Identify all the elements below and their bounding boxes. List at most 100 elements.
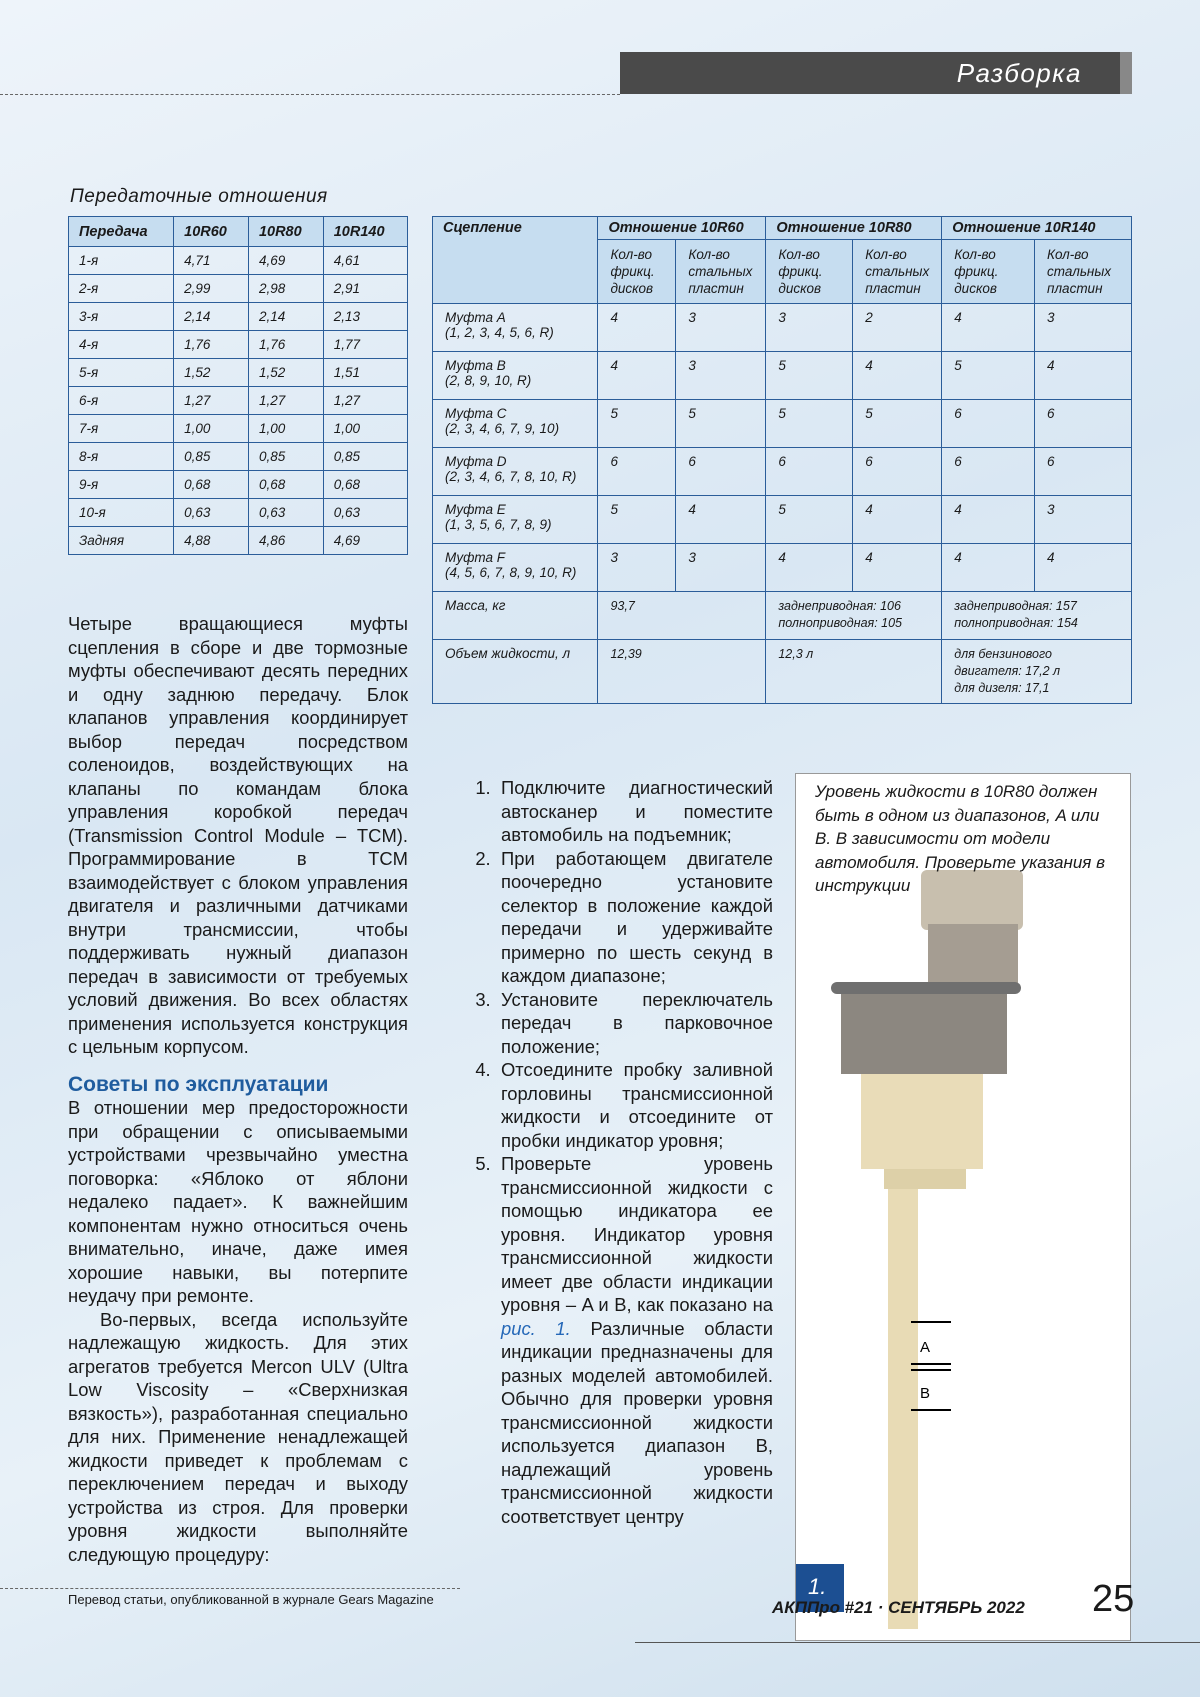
cell: 2,91 <box>322 274 409 303</box>
magazine: АКППро #21 · СЕНТЯБРЬ 2022 <box>772 1598 1025 1617</box>
clutch-name: Муфта C <box>445 406 507 421</box>
clutch-name: Муфта B <box>445 358 506 373</box>
rule <box>0 94 620 95</box>
cell: 6 <box>1034 399 1132 448</box>
step-text: Проверьте уровень трансмиссионной жидкос… <box>501 1152 773 1528</box>
cell: 5 <box>765 399 854 448</box>
header-cell: Отношение 10R80 <box>765 216 943 240</box>
cap-body <box>928 924 1018 988</box>
subheader-cell: Кол-во стальных пластин <box>852 239 943 304</box>
cell: 1,51 <box>322 358 409 387</box>
dipstick-image: A B <box>831 870 1023 1629</box>
cell: 4 <box>675 495 767 544</box>
row: Муфта D (2, 3, 4, 6, 7, 8, 10, R) 6 6 6 6 6 6 <box>431 447 1132 496</box>
cell: 3 <box>675 351 767 400</box>
cell: для бензинового двигателя: 17,2 л для дизе… <box>941 639 1132 704</box>
paragraph: Во-первых, всегда используйте надлежащую… <box>68 1308 408 1565</box>
step-number: 4. <box>475 1059 491 1080</box>
clutch-cell: Муфта F (4, 5, 6, 7, 8, 9, 10, R) <box>431 543 599 592</box>
cell: 1,77 <box>322 330 409 359</box>
row: 3-я 2,14 2,14 2,13 <box>67 302 409 331</box>
label-cell: Масса, кг <box>431 591 599 640</box>
cell: 6 <box>765 447 854 496</box>
subheader-cell: Кол-во фрикц. дисков <box>597 239 677 304</box>
header-cell: Сцепление <box>431 216 599 304</box>
cell: 6 <box>675 447 767 496</box>
cell-line: заднеприводная: 157 <box>954 599 1077 613</box>
cell: 12,39 <box>597 639 767 704</box>
cell: 6 <box>597 447 677 496</box>
figure: A B 1. <box>795 773 1131 1641</box>
cell: 0,68 <box>322 470 409 499</box>
header-cell: 10R60 <box>173 216 249 247</box>
clutch-name: Муфта F <box>445 550 506 565</box>
cell: 10-я <box>67 498 175 527</box>
cell: 4 <box>852 495 943 544</box>
cell: 4-я <box>67 330 175 359</box>
step: 5. Проверьте уровень трансмиссионной жидк… <box>465 1152 773 1528</box>
rule <box>0 1588 460 1589</box>
row: Муфта F (4, 5, 6, 7, 8, 9, 10, R) 3 3 4 4 4 4 <box>431 543 1132 592</box>
step-text: Отсоедините пробку заливной горловины тр… <box>501 1058 773 1152</box>
cell: 1,27 <box>173 386 249 415</box>
neck <box>884 1169 966 1189</box>
cell: 4 <box>1034 351 1132 400</box>
step-text: Подключите диагностический автосканер и … <box>501 776 773 847</box>
cell: 5 <box>765 495 854 544</box>
cell: 3 <box>675 303 767 352</box>
clutch-cell: Муфта A (1, 2, 3, 4, 5, 6, R) <box>431 303 599 352</box>
header-cell: 10R140 <box>322 216 409 247</box>
cell: 0,63 <box>247 498 324 527</box>
subheader-row: Кол-во фрикц. дисков Кол-во стальных плас… <box>433 239 1132 304</box>
label-cell: Объем жидкости, л <box>431 639 599 704</box>
cell: 2,98 <box>247 274 324 303</box>
row: 10-я 0,63 0,63 0,63 <box>67 498 409 527</box>
header-row: Сцепление Отношение 10R60 Отношение 10R80 О… <box>431 216 1132 304</box>
label-a: A <box>920 1339 930 1356</box>
row: Объем жидкости, л 12,39 12,3 л для бензинов… <box>431 639 1132 704</box>
clutch-gears: (4, 5, 6, 7, 8, 9, 10, R) <box>445 565 577 580</box>
clutch-name: Муфта E <box>445 502 506 517</box>
step-text: При работающем двигателе поочередно уста… <box>501 847 773 988</box>
step: 4. Отсоедините пробку заливной горловины … <box>465 1058 773 1152</box>
header-cell: Отношение 10R140 <box>941 216 1132 240</box>
cell: 2,14 <box>173 302 249 331</box>
clutch-cell: Муфта B (2, 8, 9, 10, R) <box>431 351 599 400</box>
cell: 0,85 <box>322 442 409 471</box>
row: 7-я 1,00 1,00 1,00 <box>67 414 409 443</box>
cell: 4,71 <box>173 246 249 275</box>
paragraph: В отношении мер предосторожности при обр… <box>68 1097 408 1306</box>
cell: 6 <box>852 447 943 496</box>
row: Муфта C (2, 3, 4, 6, 7, 9, 10) 5 5 5 5 6 6 <box>431 399 1132 448</box>
cell: 4,86 <box>247 526 324 555</box>
text: Подключите диагностический автосканер и … <box>501 777 773 845</box>
header-cell: Отношение 10R60 <box>597 216 767 240</box>
clutch-gears: (2, 3, 4, 6, 7, 9, 10) <box>445 421 560 436</box>
cell: 0,63 <box>322 498 409 527</box>
step: 3. Установите переключатель передач в пар… <box>465 988 773 1059</box>
subheader-cell: Кол-во фрикц. дисков <box>765 239 854 304</box>
row: Задняя 4,88 4,86 4,69 <box>67 526 409 555</box>
cell: 5 <box>852 399 943 448</box>
clutch-gears: (2, 3, 4, 6, 7, 8, 10, R) <box>445 469 577 484</box>
cap-top <box>921 870 1023 930</box>
cell: 4 <box>765 543 854 592</box>
clutch-name: Муфта D <box>445 454 507 469</box>
paragraph: Четыре вращающиеся муфты сцепления в сбо… <box>68 613 408 1057</box>
seal <box>861 1074 983 1169</box>
cell: 2,99 <box>173 274 249 303</box>
text-column: Четыре вращающиеся муфты сцепления в сбо… <box>68 612 408 1566</box>
cell: 5 <box>765 351 854 400</box>
text: Установите переключатель передач в парко… <box>501 988 773 1057</box>
clutch-name: Муфта A <box>445 310 506 325</box>
cell-line: полноприводная: 154 <box>954 616 1078 630</box>
subheader-cell: Кол-во фрикц. дисков <box>941 239 1036 304</box>
cell: 0,85 <box>173 442 249 471</box>
cell-line: двигателя: 17,2 л <box>954 664 1061 678</box>
cell: 2,13 <box>322 302 409 331</box>
cell: 3 <box>675 543 767 592</box>
row: Муфта B (2, 8, 9, 10, R) 4 3 5 4 5 4 <box>431 351 1132 400</box>
clutch-gears: (1, 3, 5, 6, 7, 8, 9) <box>445 517 552 532</box>
cell: 93,7 <box>597 591 767 640</box>
